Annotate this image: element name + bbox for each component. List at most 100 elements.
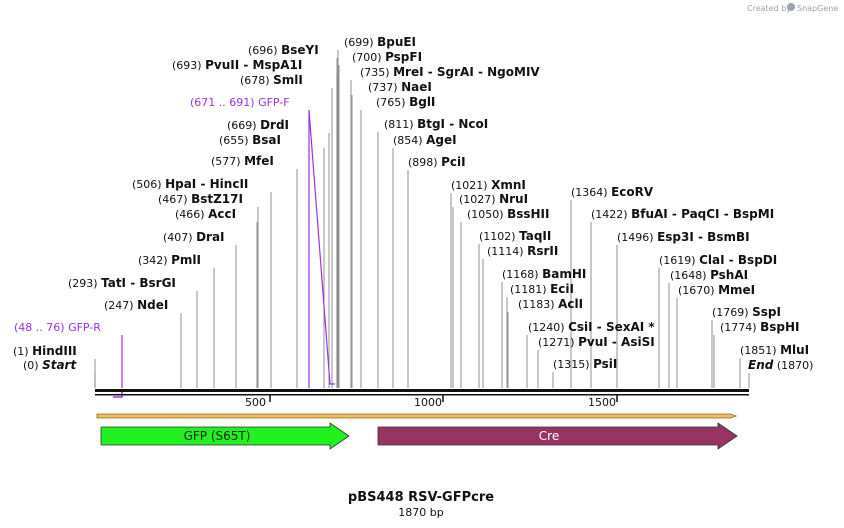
- feature-cre[interactable]: Cre: [377, 422, 738, 450]
- site-name-bfuai: BfuAI: [631, 207, 668, 221]
- feature-gfp[interactable]: GFP (S65T): [100, 422, 350, 450]
- site-name-psii: PsiI: [593, 357, 617, 371]
- site-name-pshai: PshAI: [710, 268, 748, 282]
- site-label-acli[interactable]: (1183) AclI: [518, 297, 583, 311]
- site-name-nrui: NruI: [499, 192, 528, 206]
- site-name-mmei: MmeI: [718, 283, 755, 297]
- site-label-mmei[interactable]: (1670) MmeI: [678, 283, 755, 297]
- site-label-gfp-f[interactable]: (671 .. 691) GFP-F: [190, 96, 290, 109]
- site-name-pvui: PvuI: [578, 335, 608, 349]
- site-name-paqci: PaqCI: [681, 207, 719, 221]
- site-name-bsshii: BssHII: [507, 207, 549, 221]
- site-label-pcii[interactable]: (898) PciI: [408, 155, 466, 169]
- site-label-bpuei[interactable]: (699) BpuEI: [344, 35, 416, 49]
- site-name-pvuii: PvuII: [205, 58, 239, 72]
- site-label-drai[interactable]: (407) DraI: [163, 230, 225, 244]
- site-label-sspi[interactable]: (1769) SspI: [712, 305, 781, 319]
- site-label-bseyi[interactable]: (696) BseYI: [248, 43, 319, 57]
- site-position: (1027): [459, 193, 499, 206]
- map-length: 1870 bp: [398, 506, 443, 519]
- site-name-hpai: HpaI: [165, 177, 196, 191]
- site-label-bsshii[interactable]: (1050) BssHII: [467, 207, 549, 221]
- site-position: (671 .. 691): [190, 96, 258, 109]
- site-label-hindiii[interactable]: (1) HindIII: [13, 344, 77, 358]
- site-position: (247): [104, 299, 137, 312]
- site-position: (898): [408, 156, 441, 169]
- site-label-bstz17i[interactable]: (467) BstZ17I: [158, 192, 243, 206]
- site-label-btgi[interactable]: (811) BtgI - NcoI: [384, 117, 488, 131]
- site-name-pcii: PciI: [441, 155, 466, 169]
- site-label-hpai[interactable]: (506) HpaI - HincII: [132, 177, 248, 191]
- position-ticks: 500 1000 1500: [245, 395, 618, 409]
- site-label-nrui[interactable]: (1027) NruI: [459, 192, 528, 206]
- site-label-taqii[interactable]: (1102) TaqII: [479, 229, 551, 243]
- site-label-bsai[interactable]: (655) BsaI: [219, 133, 281, 147]
- site-name-hindiii: HindIII: [32, 344, 77, 358]
- tick-1500: 1500: [588, 396, 616, 409]
- site-label-bgli[interactable]: (765) BglI: [376, 95, 435, 109]
- site-name-bstz17i: BstZ17I: [191, 192, 243, 206]
- orf-arrow[interactable]: [96, 413, 738, 419]
- site-label-drdi[interactable]: (669) DrdI: [227, 118, 289, 132]
- site-label-mrei[interactable]: (735) MreI - SgrAI - NgoMIV: [360, 65, 540, 79]
- feature-gfp-label: GFP (S65T): [184, 429, 251, 443]
- site-name-mlui: MluI: [780, 343, 809, 357]
- site-label-pvuii[interactable]: (693) PvuII - MspA1I: [172, 58, 302, 72]
- site-label-tati[interactable]: (293) TatI - BsrGI: [68, 276, 176, 290]
- site-name-bsmbi: BsmBI: [707, 230, 749, 244]
- feature-cre-label: Cre: [539, 429, 559, 443]
- site-label-pshai[interactable]: (1648) PshAI: [670, 268, 748, 282]
- site-label-csii[interactable]: (1240) CsiI - SexAI *: [528, 320, 655, 334]
- site-label-naei[interactable]: (737) NaeI: [368, 80, 432, 94]
- site-position: (1240): [528, 321, 568, 334]
- site-name-mspa1i: MspA1I: [253, 58, 303, 72]
- site-position: (1183): [518, 298, 558, 311]
- site-label-bamhi[interactable]: (1168) BamHI: [502, 267, 586, 281]
- site-position: (1619): [659, 254, 699, 267]
- site-label-acci[interactable]: (466) AccI: [175, 207, 236, 221]
- site-name-asisi: AsiSI: [621, 335, 655, 349]
- site-label-psii[interactable]: (1315) PsiI: [553, 357, 617, 371]
- site-label-pspfi[interactable]: (700) PspFI: [352, 50, 422, 64]
- site-label-end[interactable]: End (1870): [748, 358, 813, 372]
- site-name-bsphi: BspHI: [760, 320, 799, 334]
- site-label-mfei[interactable]: (577) MfeI: [211, 154, 274, 168]
- site-position: (1670): [678, 284, 718, 297]
- site-position: (735): [360, 66, 393, 79]
- site-name-bsai: BsaI: [252, 133, 281, 147]
- site-position: (1851): [740, 344, 780, 357]
- site-label-rsrii[interactable]: (1114) RsrII: [487, 244, 558, 258]
- primer-gfp-f-marker[interactable]: [308, 109, 335, 385]
- map-title: pBS448 RSV-GFPcre: [348, 490, 494, 505]
- site-name-ecorv: EcoRV: [611, 185, 654, 199]
- credit-prefix: Created by: [747, 4, 791, 13]
- site-label-esp3i[interactable]: (1496) Esp3I - BsmBI: [617, 230, 750, 244]
- site-position: (1181): [510, 283, 550, 296]
- site-name-start: Start: [42, 358, 77, 372]
- site-name-sgrai: SgrAI: [437, 65, 474, 79]
- tick-1000: 1000: [414, 396, 442, 409]
- site-position: (1315): [553, 358, 593, 371]
- site-name-xmni: XmnI: [491, 178, 526, 192]
- site-name-mfei: MfeI: [244, 154, 274, 168]
- site-name-mrei: MreI: [393, 65, 423, 79]
- site-position: (811): [384, 118, 417, 131]
- site-name-btgi: BtgI: [417, 117, 445, 131]
- site-label-agei[interactable]: (854) AgeI: [393, 133, 457, 147]
- site-label-start[interactable]: (0) Start: [23, 358, 77, 372]
- site-label-bfuai[interactable]: (1422) BfuAI - PaqCI - BspMI: [591, 207, 774, 221]
- credit-brand: SnapGene: [797, 4, 838, 13]
- site-label-clai[interactable]: (1619) ClaI - BspDI: [659, 253, 777, 267]
- site-label-xmni[interactable]: (1021) XmnI: [451, 178, 526, 192]
- site-label-bsphi[interactable]: (1774) BspHI: [720, 320, 799, 334]
- site-name-smli: SmlI: [273, 73, 303, 87]
- site-label-ecii[interactable]: (1181) EciI: [510, 282, 574, 296]
- site-label-ndei[interactable]: (247) NdeI: [104, 298, 168, 312]
- site-label-mlui[interactable]: (1851) MluI: [740, 343, 809, 357]
- site-label-ecorv[interactable]: (1364) EcoRV: [571, 185, 654, 199]
- site-label-pvui[interactable]: (1271) PvuI - AsiSI: [538, 335, 655, 349]
- site-label-smli[interactable]: (678) SmlI: [240, 73, 303, 87]
- site-label-pmli[interactable]: (342) PmlI: [138, 253, 201, 267]
- site-label-gfp-r[interactable]: (48 .. 76) GFP-R: [14, 321, 101, 334]
